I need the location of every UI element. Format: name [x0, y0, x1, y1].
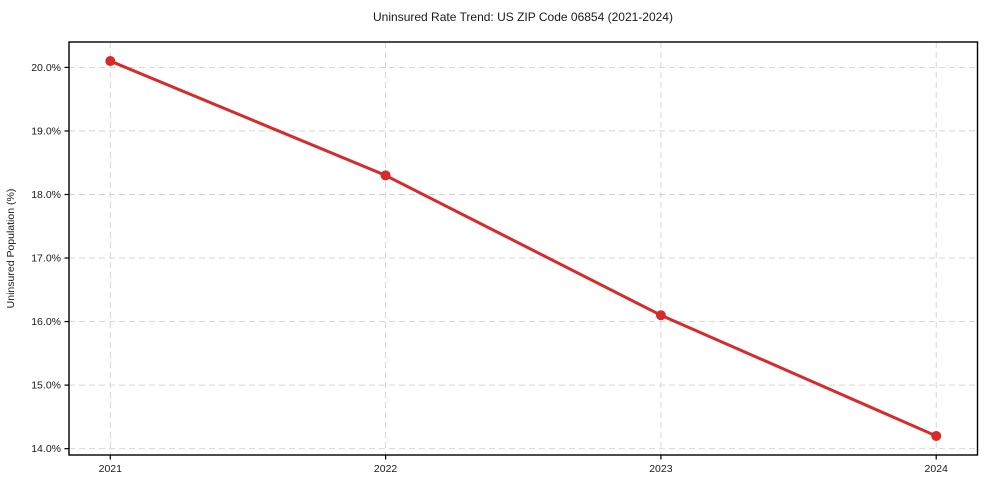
y-tick-label: 16.0% — [31, 316, 61, 328]
y-tick-label: 15.0% — [31, 380, 61, 392]
series-layer — [105, 56, 942, 441]
axes-layer: 14.0% 15.0% 16.0% 17.0% 18.0% 19.0% 20.0% 2021 2… — [31, 41, 979, 475]
data-point — [105, 56, 116, 67]
label-layer: Uninsured Rate Trend: US ZIP Code 06854 … — [5, 10, 673, 308]
data-point — [380, 170, 391, 181]
y-tick-label: 20.0% — [31, 62, 61, 74]
x-tick-label: 2023 — [649, 463, 673, 475]
data-point — [655, 310, 666, 321]
x-tick-label: 2021 — [99, 463, 123, 475]
y-tick-label: 18.0% — [31, 189, 61, 201]
trend-line — [108, 59, 938, 438]
data-point — [931, 430, 942, 441]
x-tick-label: 2024 — [925, 463, 949, 475]
grid-layer — [69, 42, 978, 455]
y-tick-label: 19.0% — [31, 125, 61, 137]
y-tick-label: 17.0% — [31, 253, 61, 265]
x-tick-label: 2022 — [374, 463, 398, 475]
y-axis-label: Uninsured Population (%) — [5, 189, 17, 309]
plot-border — [68, 41, 979, 456]
y-tick-label: 14.0% — [31, 443, 61, 455]
chart-title: Uninsured Rate Trend: US ZIP Code 06854 … — [373, 10, 673, 24]
